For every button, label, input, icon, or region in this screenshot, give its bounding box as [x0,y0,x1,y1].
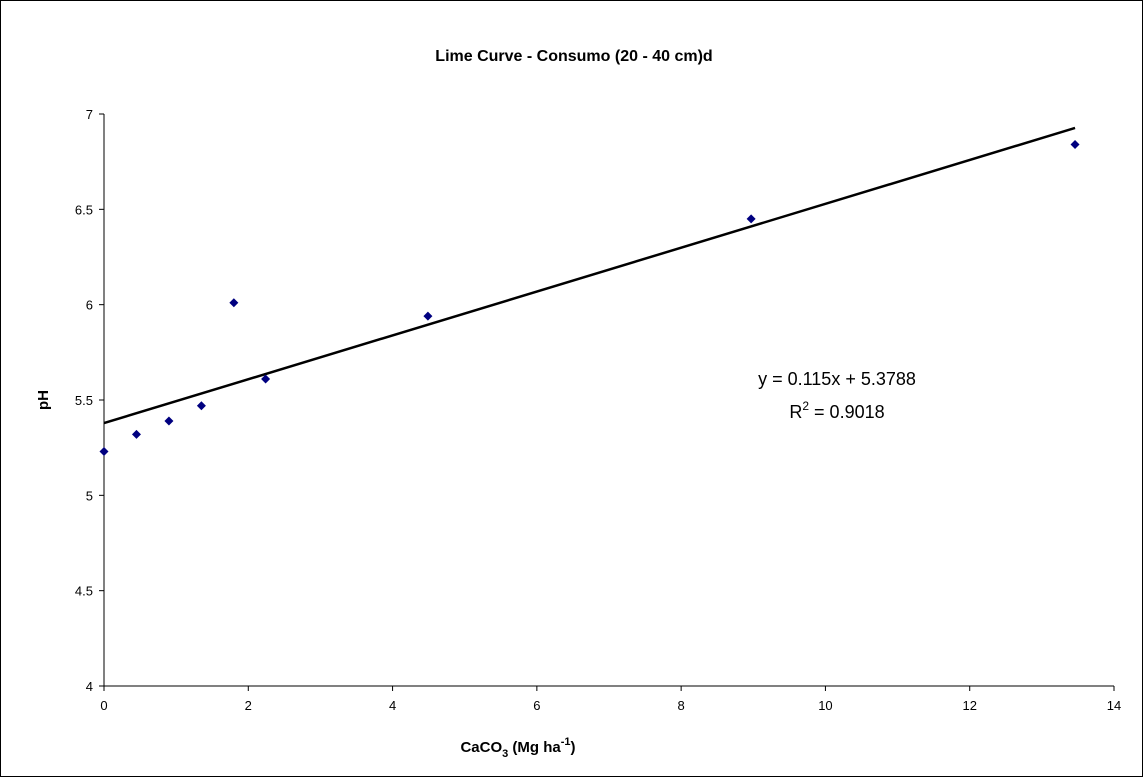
x-tick-label: 12 [962,698,976,713]
r-squared-sup: 2 [802,399,809,413]
y-tick-label: 6 [86,298,93,313]
axis-ticks: 0 2 4 6 8 10 12 14 4 4.5 5 5.5 6 6.5 7 [75,107,1121,713]
x-axis-title-prefix: CaCO [460,739,502,756]
y-tick-label: 5 [86,488,93,503]
x-tick-label: 2 [245,698,252,713]
data-point [164,416,174,426]
data-point [131,429,141,439]
x-axis-title-middle: (Mg ha [508,739,561,756]
r-squared-prefix: R [789,402,802,422]
x-tick-label: 10 [818,698,832,713]
trendline [103,126,1076,425]
x-axis-title-suffix: ) [571,739,576,756]
trendline-equation: y = 0.115x + 5.3788 [758,369,916,389]
data-points [99,140,1080,456]
y-tick-label: 7 [86,107,93,122]
x-tick-label: 8 [678,698,685,713]
data-point [196,401,206,411]
chart-title: Lime Curve - Consumo (20 - 40 cm)d [435,48,712,65]
trendline-r-squared: R2 = 0.9018 [789,399,884,422]
x-axis-title-sub: 3 [502,748,508,760]
data-point [423,311,433,321]
y-tick-label: 4.5 [75,584,93,599]
y-axis-title: pH [35,390,52,410]
data-point [261,374,271,384]
y-tick-label: 4 [86,679,93,694]
r-squared-suffix: = 0.9018 [809,402,885,422]
x-tick-label: 0 [100,698,107,713]
x-tick-label: 4 [389,698,396,713]
trendline-group [103,126,1076,425]
plot-area: 0 2 4 6 8 10 12 14 4 4.5 5 5.5 6 6.5 7 [75,107,1121,713]
data-point [229,298,239,308]
x-tick-label: 14 [1107,698,1121,713]
x-tick-label: 6 [533,698,540,713]
y-tick-label: 6.5 [75,202,93,217]
x-axis-title-sup: -1 [561,736,571,748]
data-point [1070,140,1080,150]
y-tick-label: 5.5 [75,393,93,408]
data-point [99,446,109,456]
data-point [746,214,756,224]
x-axis-title: CaCO3 (Mg ha-1) [460,736,575,760]
